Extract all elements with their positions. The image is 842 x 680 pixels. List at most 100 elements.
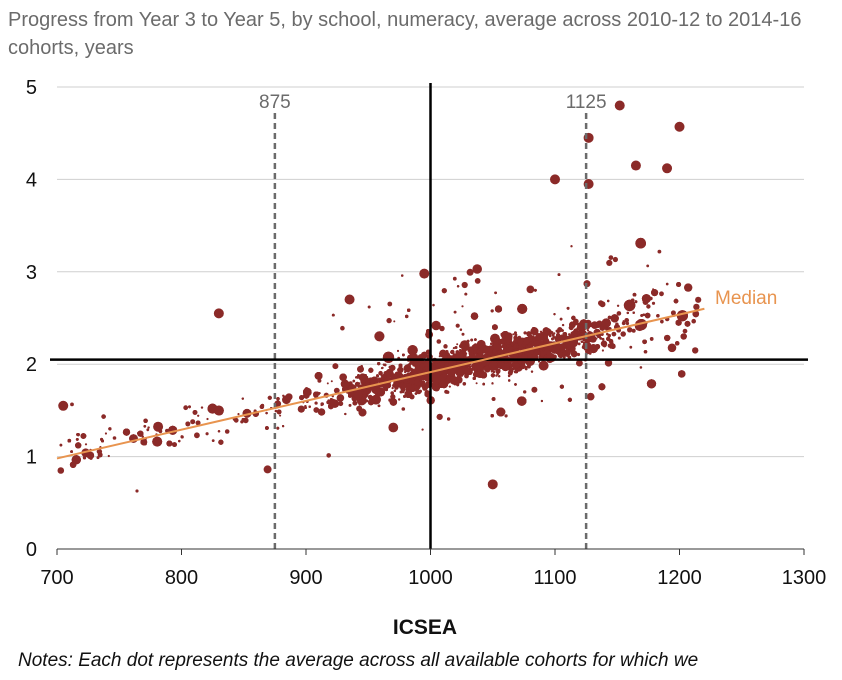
data-point xyxy=(387,301,393,307)
data-point xyxy=(477,372,481,377)
data-point xyxy=(468,365,471,369)
data-point xyxy=(571,315,576,321)
data-point xyxy=(76,433,80,437)
data-point xyxy=(514,331,517,335)
data-point xyxy=(276,426,280,430)
data-point xyxy=(692,347,699,354)
data-point xyxy=(570,245,573,248)
data-point xyxy=(550,174,560,185)
data-point xyxy=(158,429,163,434)
data-point xyxy=(646,264,650,268)
data-point xyxy=(606,336,611,341)
data-point xyxy=(634,300,638,304)
data-point xyxy=(607,315,612,320)
data-point xyxy=(377,362,381,366)
data-point xyxy=(336,394,345,402)
data-point xyxy=(528,334,532,338)
data-point xyxy=(448,385,451,388)
data-point xyxy=(447,417,451,421)
data-point xyxy=(456,285,460,288)
data-point xyxy=(217,430,221,433)
data-point xyxy=(421,428,424,431)
data-point xyxy=(629,345,633,349)
data-point xyxy=(576,352,581,357)
data-point xyxy=(502,347,510,355)
data-point xyxy=(353,389,362,399)
data-point xyxy=(389,398,398,406)
data-point xyxy=(363,374,367,378)
data-point xyxy=(530,370,534,373)
data-point xyxy=(559,384,565,389)
data-point xyxy=(190,419,196,425)
data-point xyxy=(421,351,428,359)
data-point xyxy=(327,399,330,402)
data-point xyxy=(642,313,646,317)
data-point xyxy=(461,281,468,289)
data-point xyxy=(487,479,498,490)
data-point xyxy=(582,341,585,344)
data-point xyxy=(589,335,597,343)
data-point xyxy=(462,382,467,386)
data-point xyxy=(390,373,398,381)
data-point xyxy=(662,163,673,174)
data-point xyxy=(562,355,566,359)
data-point xyxy=(348,393,352,398)
data-point xyxy=(517,303,528,314)
data-point xyxy=(523,331,527,335)
data-point xyxy=(274,409,278,413)
data-point xyxy=(367,305,371,309)
data-point xyxy=(447,354,452,359)
data-point xyxy=(374,331,385,342)
data-point xyxy=(371,385,380,394)
data-point xyxy=(657,249,662,254)
data-point xyxy=(678,319,681,322)
data-point xyxy=(398,367,402,370)
data-point xyxy=(401,274,404,277)
data-point xyxy=(197,414,200,417)
data-point xyxy=(456,343,459,346)
data-point xyxy=(684,320,691,327)
data-point xyxy=(205,432,209,436)
data-point xyxy=(436,339,442,344)
data-point xyxy=(355,376,358,379)
data-point xyxy=(695,296,702,303)
data-point xyxy=(57,467,65,474)
data-point xyxy=(122,428,131,436)
data-point xyxy=(542,355,545,358)
data-point xyxy=(400,382,404,385)
data-point xyxy=(468,349,474,355)
data-point xyxy=(194,432,200,439)
data-point xyxy=(362,378,366,383)
data-point xyxy=(368,394,373,400)
data-point xyxy=(195,420,201,426)
data-point xyxy=(497,350,501,354)
data-point xyxy=(475,353,480,359)
data-point xyxy=(241,397,244,400)
data-point xyxy=(587,392,595,401)
x-tick-label: 800 xyxy=(165,567,198,589)
data-point xyxy=(213,308,224,319)
data-point xyxy=(532,354,537,359)
data-point xyxy=(577,322,586,331)
data-point xyxy=(691,318,696,324)
data-point xyxy=(684,283,693,292)
data-point xyxy=(523,337,531,345)
data-point xyxy=(382,351,395,363)
data-point xyxy=(439,361,443,365)
data-point xyxy=(84,443,88,446)
data-point xyxy=(180,435,184,438)
data-point xyxy=(643,350,648,354)
data-point xyxy=(482,382,486,386)
data-point xyxy=(551,337,554,341)
data-point xyxy=(692,310,700,318)
data-point xyxy=(357,374,360,377)
data-point xyxy=(329,398,333,401)
data-point xyxy=(143,418,148,423)
data-point xyxy=(263,465,272,474)
data-point xyxy=(494,305,503,313)
data-point xyxy=(457,352,463,358)
data-point xyxy=(508,379,511,382)
data-point xyxy=(670,310,676,316)
data-point xyxy=(425,330,433,339)
data-point xyxy=(67,438,72,443)
